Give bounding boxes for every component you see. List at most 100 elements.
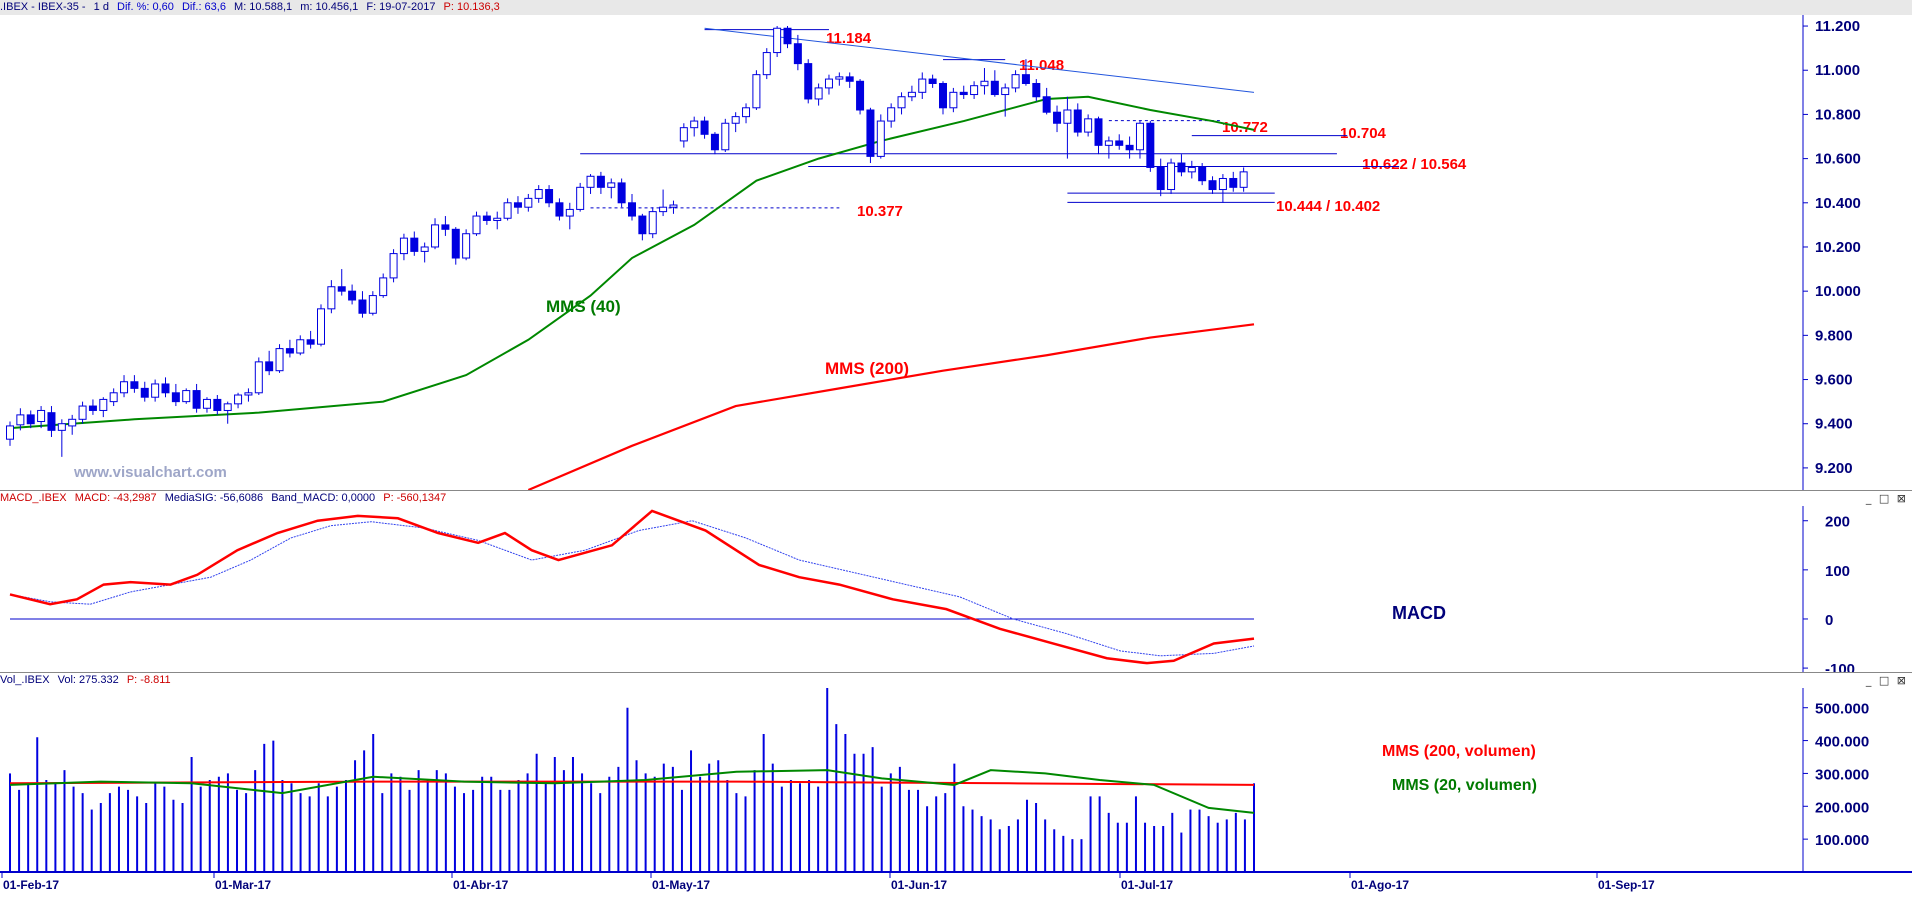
candle-body	[285, 348, 294, 354]
candle-body	[472, 215, 481, 235]
header-date: F: 19-07-2017	[366, 1, 436, 13]
price-tick-label: 10.000	[1815, 283, 1861, 300]
candle-body	[1042, 96, 1051, 113]
candle-body	[752, 74, 761, 109]
candle-body	[337, 286, 346, 292]
candle-body	[700, 120, 709, 135]
candle-body	[109, 392, 118, 403]
price-tick-label: 9.200	[1815, 460, 1853, 477]
vol-header-name: Vol_.IBEX	[0, 674, 50, 686]
macd-window-buttons[interactable]: _ □ ⊠	[1865, 492, 1908, 505]
date-tick-label: 01-Mar-17	[215, 878, 271, 892]
candle-body	[783, 27, 792, 45]
candle-body	[565, 208, 574, 217]
candle-body	[773, 27, 782, 54]
vol-window-buttons[interactable]: _ □ ⊠	[1865, 674, 1908, 687]
macd-chart[interactable]: MACD 200 100 0 -100	[0, 506, 1912, 673]
macd-header-signal: MediaSIG: -56,6086	[164, 492, 264, 504]
date-tick-label: 01-Abr-17	[453, 878, 509, 892]
candle-body	[368, 295, 377, 314]
vol-label-mms20: MMS (20, volumen)	[1392, 777, 1537, 794]
candle-body	[410, 237, 419, 252]
vol-tick-label: 200.000	[1815, 799, 1869, 816]
candle-body	[1021, 74, 1030, 84]
candle-body	[876, 120, 885, 157]
watermark: www.visualchart.com	[73, 464, 227, 481]
candle-body	[866, 109, 875, 157]
candle-body	[545, 189, 554, 204]
candle-body	[1208, 180, 1217, 191]
label-mms40: MMS (40)	[546, 297, 621, 316]
candle-body	[296, 339, 305, 354]
candle-body	[265, 361, 274, 372]
macd-pane: MACD_.IBEX MACD: -43,2987 MediaSIG: -56,…	[0, 490, 1912, 673]
price-pane: .IBEX - IBEX-35 - 1 d Dif. %: 0,60 Dif.:…	[0, 0, 1912, 504]
candle-body	[555, 202, 564, 217]
macd-header-name: MACD_.IBEX	[0, 492, 67, 504]
candle-body	[1239, 171, 1248, 188]
header-dif-pct: Dif. %: 0,60	[117, 1, 174, 13]
price-chart[interactable]: www.visualchart.com 11.184 11.048 10.772…	[0, 15, 1912, 490]
candle-body	[223, 403, 232, 411]
candle-body	[928, 78, 937, 84]
candle-body	[856, 80, 865, 111]
candle-body	[1104, 140, 1113, 146]
label-10704: 10.704	[1340, 125, 1387, 142]
candle-body	[1177, 162, 1186, 173]
candle-body	[234, 394, 243, 405]
candle-body	[171, 392, 180, 403]
candle-body	[420, 246, 429, 252]
price-tick-label: 10.400	[1815, 195, 1861, 212]
candle-body	[980, 80, 989, 87]
vol-header-p: P: -8.811	[126, 674, 171, 686]
macd-tick-label: 0	[1825, 612, 1833, 629]
candle-body	[1167, 162, 1176, 191]
date-tick-label: 01-Ago-17	[1351, 878, 1409, 892]
vol-header: Vol_.IBEX Vol: 275.332 P: -8.811	[0, 673, 1912, 688]
candle-body	[1032, 82, 1041, 98]
macd-signal-line	[9, 520, 1255, 657]
volume-chart[interactable]: MMS (200, volumen) MMS (20, volumen) 500…	[0, 688, 1912, 872]
candle-body	[399, 237, 408, 255]
candle-body	[78, 405, 87, 420]
candle-body	[348, 290, 357, 301]
candle-body	[213, 398, 222, 411]
candle-body	[275, 348, 284, 372]
candle-body	[1187, 166, 1196, 173]
candle-body	[120, 381, 129, 394]
price-tick-label: 11.200	[1815, 18, 1860, 35]
candle-body	[576, 186, 585, 210]
candle-body	[1084, 118, 1093, 133]
label-11048: 11.048	[1019, 57, 1064, 74]
vol-tick-label: 300.000	[1815, 766, 1869, 783]
vol-header-vol: Vol: 275.332	[57, 674, 119, 686]
header-dif: Dif.: 63,6	[181, 1, 226, 13]
candle-body	[534, 189, 543, 199]
candle-body	[503, 202, 512, 219]
candle-body	[99, 398, 108, 411]
vol-mms200-line	[9, 780, 1255, 786]
candle-body	[824, 78, 833, 89]
candle-body	[679, 127, 688, 142]
candle-body	[431, 224, 440, 248]
macd-tick-label: 200	[1825, 514, 1850, 531]
volume-pane: Vol_.IBEX Vol: 275.332 P: -8.811 _ □ ⊠ M…	[0, 672, 1912, 872]
price-tick-label: 9.800	[1815, 327, 1853, 344]
candle-body	[659, 206, 668, 213]
candle-body	[669, 204, 678, 208]
candle-body	[306, 339, 315, 345]
price-tick-label: 10.600	[1815, 151, 1861, 168]
header-max: M: 10.588,1	[234, 1, 293, 13]
date-tick-label: 01-Jul-17	[1121, 878, 1173, 892]
candle-body	[1146, 122, 1155, 168]
candle-body	[244, 392, 253, 396]
header-last: P: 10.136,3	[443, 1, 500, 13]
label-11184: 11.184	[826, 30, 872, 47]
candle-body	[1115, 140, 1124, 146]
candle-body	[710, 133, 719, 151]
candle-body	[513, 202, 522, 208]
candle-body	[47, 412, 56, 431]
candle-body	[358, 299, 367, 314]
candle-body	[202, 398, 211, 409]
candle-body	[939, 82, 947, 109]
